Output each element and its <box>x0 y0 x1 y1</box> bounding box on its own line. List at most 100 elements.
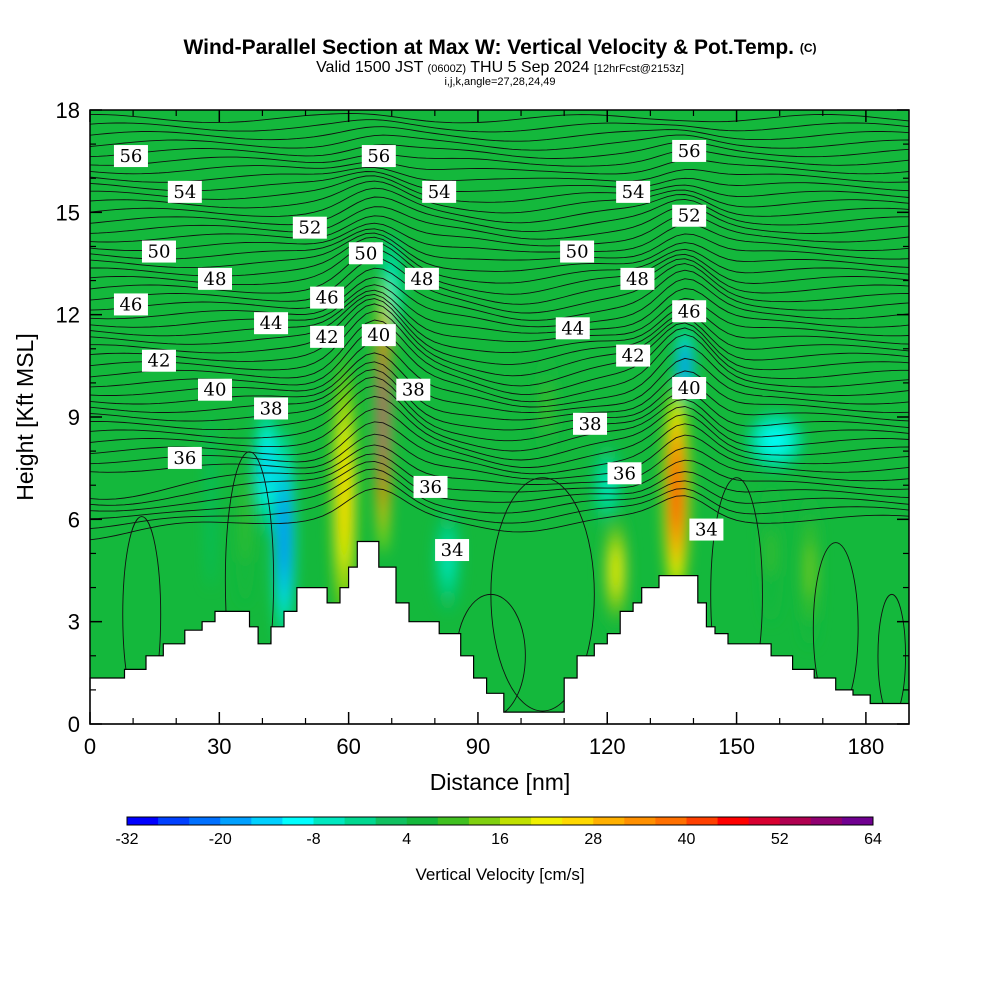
theta-label-box <box>254 312 289 335</box>
colorbar-swatch <box>655 817 687 825</box>
theta-label-box <box>435 539 470 562</box>
theta-contour-label: 56 <box>672 139 707 162</box>
theta-contour-line <box>90 205 909 240</box>
theta-label-box <box>167 180 202 203</box>
theta-label-box <box>620 267 655 290</box>
colorbar-tick-label: 64 <box>864 831 882 848</box>
colorbar-swatch <box>624 817 656 825</box>
terrain <box>89 540 910 725</box>
colorbar-swatch <box>717 817 750 825</box>
theta-contour-label: 52 <box>672 204 707 227</box>
velocity-contour-band <box>243 489 248 549</box>
theta-contour-line <box>90 180 909 214</box>
theta-label-box <box>141 240 176 263</box>
x-axis-title: Distance [nm] <box>430 769 571 795</box>
x-tick-label: 150 <box>718 734 755 759</box>
theta-label-text: 50 <box>148 242 171 263</box>
velocity-contour-band <box>806 544 813 597</box>
theta-label-box <box>404 267 439 290</box>
theta-contour-line <box>90 171 909 192</box>
theta-label-text: 44 <box>561 318 584 339</box>
theta-label-text: 54 <box>622 182 645 203</box>
velocity-cell <box>206 417 216 588</box>
y-tick-label: 3 <box>68 610 80 635</box>
theta-label-text: 48 <box>204 269 227 290</box>
colorbar-tick-label: 4 <box>402 831 411 848</box>
theta-contour-label: 38 <box>396 378 431 401</box>
colorbar-swatch <box>779 817 812 825</box>
theta-contour-line <box>90 119 909 133</box>
theta-label-text: 40 <box>678 378 701 399</box>
theta-contour-label: 42 <box>616 344 651 367</box>
theta-contour-line <box>90 433 909 480</box>
subtitle-forecast: [12hrFcst@2153z] <box>593 63 684 75</box>
velocity-contour-band <box>262 444 272 492</box>
theta-label-text: 46 <box>119 294 142 315</box>
theta-contour-label: 40 <box>198 378 233 401</box>
colorbar-swatch <box>127 817 159 825</box>
y-tick-label: 9 <box>68 405 80 430</box>
velocity-cell <box>538 355 556 458</box>
theta-label-box <box>422 180 457 203</box>
theta-contour-label: 54 <box>422 180 457 203</box>
theta-label-text: 48 <box>626 269 649 290</box>
theta-label-box <box>413 475 448 498</box>
y-tick-label: 0 <box>68 712 80 737</box>
theta-contour-line <box>90 319 909 395</box>
colorbar-swatch <box>344 817 377 825</box>
colorbar-swatch <box>375 817 408 825</box>
colorbar-swatch <box>748 817 781 825</box>
theta-label-text: 54 <box>173 182 196 203</box>
velocity-contour-band <box>388 268 396 307</box>
theta-label-box <box>672 204 707 227</box>
velocity-cell <box>745 410 806 472</box>
theta-contour-label: 38 <box>254 397 289 420</box>
theta-contour-label: 50 <box>348 242 383 265</box>
theta-contour-label: 36 <box>413 475 448 498</box>
theta-contour-line <box>90 228 909 261</box>
colorbar-swatch <box>220 817 252 825</box>
theta-label-box <box>555 317 590 340</box>
colorbar-swatch <box>437 817 470 825</box>
theta-contour-line <box>90 298 909 365</box>
theta-label-box <box>573 412 608 435</box>
colorbar-swatch <box>251 817 283 825</box>
theta-label-text: 38 <box>579 414 602 435</box>
y-tick-label: 12 <box>56 303 80 328</box>
theta-label-text: 54 <box>428 182 451 203</box>
theta-label-text: 56 <box>678 141 701 162</box>
velocity-contour-band <box>768 529 775 577</box>
theta-contour-label: 42 <box>141 349 176 372</box>
theta-label-box <box>607 462 642 485</box>
theta-contour-line <box>90 289 909 343</box>
theta-contour-line <box>90 141 909 159</box>
theta-contour-line <box>90 408 909 468</box>
colorbar-swatch <box>158 817 190 825</box>
theta-contour-label: 48 <box>404 267 439 290</box>
x-tick-label: 30 <box>207 734 231 759</box>
theta-label-text: 46 <box>316 288 339 309</box>
theta-label-text: 52 <box>678 206 701 227</box>
colorbar-swatch <box>562 817 594 825</box>
theta-contour-line <box>90 468 909 520</box>
theta-label-box <box>361 324 396 347</box>
theta-label-text: 40 <box>204 380 227 401</box>
x-tick-label: 120 <box>589 734 626 759</box>
y-tick-label: 18 <box>56 98 80 123</box>
colorbar-swatch <box>810 817 843 825</box>
theta-contour-label: 36 <box>167 446 202 469</box>
velocity-cell <box>663 382 690 602</box>
colorbar-title: Vertical Velocity [cm/s] <box>415 865 584 884</box>
x-tick-label: 0 <box>84 734 96 759</box>
theta-contour-line <box>90 421 909 475</box>
theta-contour-line <box>90 258 909 314</box>
theta-label-box <box>141 349 176 372</box>
theta-label-box <box>113 293 148 316</box>
theta-contour-label: 56 <box>113 145 148 168</box>
theta-label-box <box>198 378 233 401</box>
theta-contour-line <box>90 395 909 461</box>
theta-contour-line <box>90 460 909 512</box>
colorbar-swatch <box>593 817 625 825</box>
colorbar-swatch <box>468 817 501 825</box>
theta-contour-line <box>90 249 909 305</box>
